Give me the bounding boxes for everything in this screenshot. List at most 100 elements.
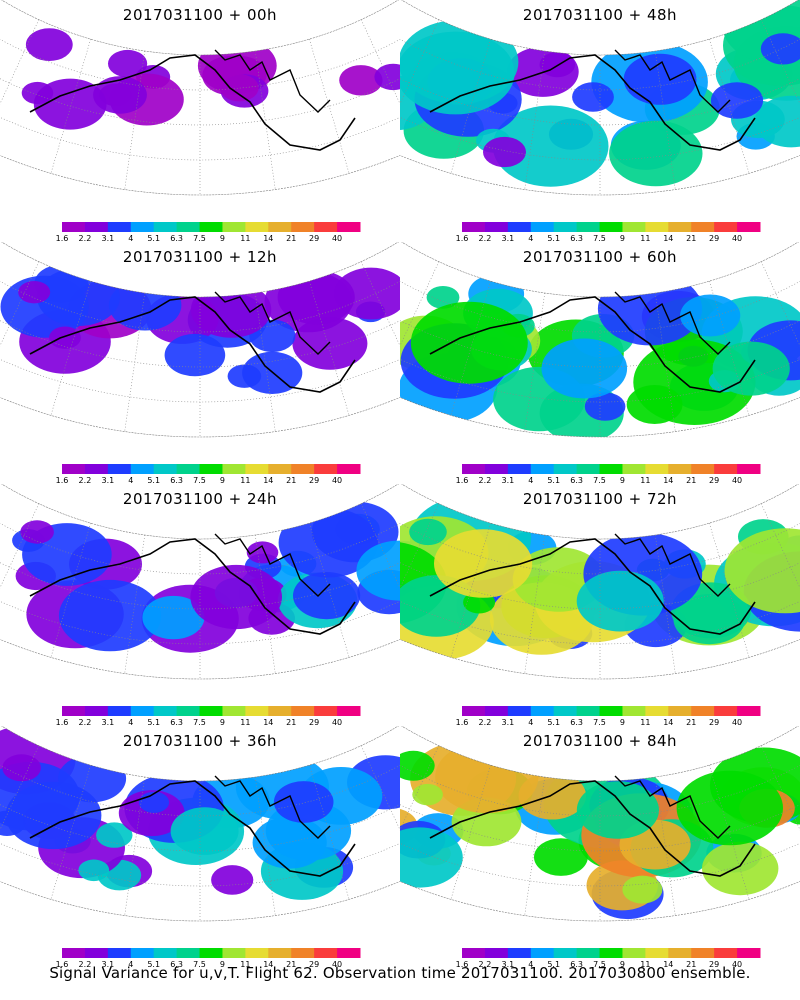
variance-blob — [426, 286, 460, 309]
variance-blob — [434, 529, 533, 598]
colorbar-tick-label: 21 — [686, 718, 697, 727]
variance-blob — [754, 95, 800, 148]
variance-blob — [712, 341, 790, 396]
colorbar-swatch — [622, 464, 646, 474]
colorbar-tick-label: 1.6 — [455, 718, 469, 727]
variance-blob — [190, 564, 282, 630]
colorbar-tick-label: 7.5 — [593, 718, 606, 727]
variance-blob — [374, 63, 400, 91]
colorbar-swatch — [484, 706, 509, 716]
colorbar-swatch — [737, 464, 761, 474]
colorbar-tick-label: 40 — [731, 476, 743, 485]
colorbar-tick-label: 14 — [263, 476, 274, 485]
colorbar-tick-label: 2.2 — [78, 234, 92, 243]
colorbar-swatch — [691, 706, 715, 716]
colorbar-swatch — [737, 948, 761, 958]
colorbar-tick-label: 6.3 — [170, 476, 183, 485]
panel-title: 2017031100 + 24h — [122, 490, 278, 508]
colorbar-tick-label: 11 — [640, 718, 651, 727]
colorbar-swatch — [107, 948, 132, 958]
colorbar-tick-label: 9 — [219, 476, 225, 485]
polar-map — [400, 484, 800, 680]
colorbar-swatch — [130, 222, 155, 232]
variance-blob — [400, 31, 515, 115]
forecast-panel-0h: 2017031100 + 00h 1.6 2.2 3.1 4 5.1 6.3 7.5 9 11 14… — [0, 0, 400, 245]
colorbar-tick-label: 29 — [309, 234, 320, 243]
colorbar-swatch — [199, 706, 223, 716]
colorbar-swatch — [222, 464, 246, 474]
colorbar-swatch — [668, 706, 692, 716]
colorbar-tick-label: 3.1 — [101, 476, 115, 485]
colorbar-swatch — [645, 948, 669, 958]
colorbar-tick-label: 2.2 — [78, 476, 92, 485]
variance-blob — [680, 294, 741, 337]
variance-blob — [20, 520, 54, 544]
colorbar — [62, 464, 361, 474]
colorbar-tick-label: 11 — [640, 960, 651, 969]
colorbar-swatch — [691, 222, 715, 232]
variance-blob — [18, 281, 51, 304]
variance-blob — [2, 754, 41, 782]
variance-field — [21, 28, 400, 130]
forecast-panel-72h: 2017031100 + 72h 1.6 2.2 3.1 4 5.1 6.3 7.5 9 11 14… — [400, 484, 800, 729]
colorbar-tick-label: 7.5 — [193, 718, 206, 727]
variance-blob — [292, 317, 368, 370]
variance-blob — [0, 810, 26, 837]
polar-map — [0, 0, 400, 196]
variance-blob — [710, 82, 764, 119]
colorbar-tick-label: 29 — [709, 960, 720, 969]
colorbar-swatch — [645, 222, 669, 232]
colorbar-tick-label: 40 — [331, 960, 343, 969]
forecast-panel-24h: 2017031100 + 24h 1.6 2.2 3.1 4 5.1 6.3 7.5 9 11 14… — [0, 484, 400, 729]
polar-map — [400, 726, 800, 922]
colorbar-tick-label: 14 — [663, 476, 674, 485]
colorbar-swatch — [737, 706, 761, 716]
colorbar-swatch — [576, 464, 601, 474]
variance-blob — [492, 105, 609, 187]
colorbar — [462, 222, 761, 232]
colorbar-tick-label: 9 — [219, 718, 225, 727]
colorbar-tick-label: 9 — [619, 718, 625, 727]
colorbar-tick-label: 7.5 — [593, 476, 606, 485]
colorbar-swatch — [576, 222, 601, 232]
variance-blob — [609, 120, 703, 187]
colorbar-tick-label: 3.1 — [501, 960, 515, 969]
colorbar-swatch — [337, 464, 361, 474]
coastline — [214, 775, 331, 839]
colorbar-swatch — [291, 222, 315, 232]
colorbar-tick-label: 11 — [640, 476, 651, 485]
colorbar-tick-label: 40 — [331, 476, 343, 485]
colorbar-tick-label: 9 — [619, 234, 625, 243]
colorbar-swatch — [153, 706, 178, 716]
colorbar-tick-label: 11 — [640, 234, 651, 243]
colorbar-labels: 1.6 2.2 3.1 4 5.1 6.3 7.5 9 11 14 21 29 40 — [456, 476, 760, 488]
colorbar-swatch — [337, 948, 361, 958]
colorbar-tick-label: 4 — [128, 960, 134, 969]
colorbar-tick-label: 9 — [619, 476, 625, 485]
polar-map — [0, 242, 400, 438]
colorbar-tick-label: 14 — [263, 234, 274, 243]
colorbar-tick-label: 14 — [663, 718, 674, 727]
polar-map — [0, 726, 400, 922]
panel-title: 2017031100 + 72h — [522, 490, 678, 508]
colorbar-swatch — [107, 464, 132, 474]
variance-blob — [702, 841, 779, 896]
coastline — [29, 538, 356, 635]
colorbar-tick-label: 1.6 — [55, 718, 69, 727]
variance-blob — [138, 791, 170, 813]
colorbar-tick-label: 2.2 — [478, 960, 492, 969]
colorbar-tick-label: 5.1 — [547, 476, 561, 485]
variance-blob — [219, 74, 259, 102]
colorbar-tick-label: 3.1 — [501, 476, 515, 485]
variance-blob — [277, 270, 355, 325]
colorbar — [62, 706, 361, 716]
colorbar-swatch — [599, 948, 623, 958]
variance-blob — [626, 385, 683, 424]
coastline — [29, 296, 356, 393]
colorbar-tick-label: 2.2 — [478, 476, 492, 485]
colorbar-tick-label: 29 — [309, 960, 320, 969]
colorbar-swatch — [291, 948, 315, 958]
colorbar-swatch — [462, 464, 486, 474]
colorbar-labels: 1.6 2.2 3.1 4 5.1 6.3 7.5 9 11 14 21 29 40 — [456, 718, 760, 730]
colorbar-swatch — [153, 222, 178, 232]
